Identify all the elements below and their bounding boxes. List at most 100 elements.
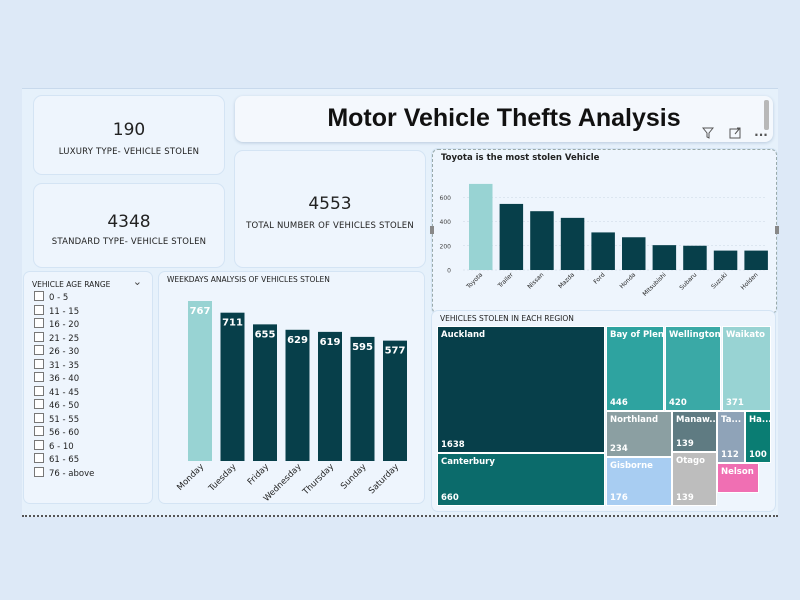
make-bar[interactable]	[683, 245, 707, 270]
slicer-option[interactable]: 46 - 50	[34, 399, 79, 411]
checkbox[interactable]	[34, 331, 44, 342]
checkbox[interactable]	[34, 453, 44, 463]
slicer-option[interactable]: 11 - 15	[34, 304, 79, 317]
treemap-tile-value: 234	[610, 444, 628, 454]
make-bar[interactable]	[560, 217, 585, 270]
slicer-option[interactable]: 61 - 65	[34, 453, 79, 465]
make-bar[interactable]	[469, 183, 493, 270]
resize-handle[interactable]	[775, 226, 779, 234]
checkbox[interactable]	[34, 426, 44, 436]
slicer-option-label: 36 - 40	[49, 374, 80, 384]
treemap-tile[interactable]: Manaw... 139	[672, 411, 717, 452]
slicer-option[interactable]: 56 - 60	[34, 426, 79, 438]
treemap-tile-value: 139	[676, 439, 694, 449]
kpi-card-luxury[interactable]: 190 LUXURY TYPE- VEHICLE STOLEN	[34, 96, 224, 174]
slicer-option[interactable]: 76 - above	[34, 466, 94, 479]
treemap-tile[interactable]: Otago 139	[672, 452, 717, 506]
treemap-tile[interactable]: Auckland 1638	[437, 326, 605, 453]
treemap-tile-name: Manaw...	[676, 415, 717, 425]
kpi-card-standard[interactable]: 4348 STANDARD TYPE- VEHICLE STOLEN	[34, 184, 224, 267]
filter-icon[interactable]	[700, 127, 716, 143]
make-bar[interactable]	[622, 237, 646, 270]
treemap-tile-name: Bay of Plen...	[610, 330, 664, 340]
slicer-option-label: 41 - 45	[49, 387, 80, 398]
treemap-tile[interactable]: Waikato 371	[722, 326, 771, 411]
title-card: Motor Vehicle Thefts Analysis	[235, 96, 773, 142]
treemap-tile-value: 446	[610, 398, 628, 408]
slicer-option[interactable]: 51 - 55	[34, 412, 79, 425]
checkbox[interactable]	[34, 412, 44, 423]
slicer-option[interactable]: 36 - 40	[34, 372, 79, 384]
slicer-option[interactable]: 21 - 25	[34, 331, 80, 344]
slicer-option[interactable]: 26 - 30	[34, 345, 79, 357]
scrollbar-thumb[interactable]	[764, 100, 769, 130]
checkbox[interactable]	[34, 399, 44, 409]
checkbox[interactable]	[34, 304, 44, 315]
weekday-bar[interactable]	[220, 312, 245, 461]
weekday-bar[interactable]	[383, 340, 407, 461]
treemap-tile-name: Ta...	[721, 415, 742, 425]
make-bar-chart: 0 200 400 600 Toyota Trailer Nissan Mazda Ford Ho…	[440, 183, 768, 298]
weekday-bar[interactable]	[253, 324, 277, 461]
checkbox[interactable]	[34, 291, 44, 301]
treemap-tile[interactable]: Bay of Plen... 446	[606, 326, 664, 411]
treemap-tile[interactable]: Canterbury 660	[437, 453, 605, 506]
make-chart-panel[interactable]: Toyota is the most stolen Vehicle 0 200 40…	[430, 149, 779, 314]
checkbox[interactable]	[34, 466, 44, 477]
resize-handle[interactable]	[430, 226, 434, 234]
treemap-tile[interactable]: Nelson	[717, 463, 759, 493]
treemap-tile-value: 112	[721, 450, 739, 460]
make-bar[interactable]	[744, 250, 768, 270]
checkbox[interactable]	[34, 318, 44, 328]
y-tick-label: 0	[447, 268, 451, 275]
slicer-option-label: 26 - 30	[49, 347, 80, 357]
make-bar[interactable]	[713, 250, 738, 270]
weekday-data-label: 767	[190, 306, 211, 317]
visual-header-toolbar: ···	[697, 127, 777, 143]
weekday-bar[interactable]	[350, 336, 375, 461]
kpi-value: 4553	[308, 194, 352, 214]
weekday-bar[interactable]	[318, 331, 342, 461]
weekday-bar[interactable]	[188, 301, 212, 461]
weekday-category-label: Sunday	[339, 462, 369, 492]
chevron-down-icon[interactable]: ⌄	[132, 275, 142, 288]
treemap-tile[interactable]: Northland 234	[606, 411, 672, 457]
slicer-option[interactable]: 16 - 20	[34, 318, 79, 330]
make-category-label: Mitsubishi	[641, 271, 668, 298]
checkbox[interactable]	[34, 345, 44, 355]
make-bar[interactable]	[591, 232, 615, 270]
make-category-label: Suzuki	[710, 271, 729, 290]
weekday-data-label: 619	[320, 337, 341, 348]
slicer-option[interactable]: 0 - 5	[34, 291, 68, 303]
slicer-option[interactable]: 6 - 10	[34, 439, 74, 452]
make-bar[interactable]	[499, 203, 524, 270]
checkbox[interactable]	[34, 358, 44, 369]
treemap-tile[interactable]: Ha... 100	[745, 411, 771, 463]
treemap-tile-value: 139	[676, 493, 694, 503]
more-options-icon[interactable]: ···	[754, 128, 768, 142]
treemap-tile[interactable]: Wellington 420	[665, 326, 721, 411]
weekday-data-label: 655	[255, 329, 276, 340]
slicer-option[interactable]: 41 - 45	[34, 385, 80, 398]
kpi-label: LUXURY TYPE- VEHICLE STOLEN	[58, 147, 200, 157]
make-category-label: Honda	[618, 271, 637, 290]
kpi-card-total[interactable]: 4553 TOTAL NUMBER OF VEHICLES STOLEN	[235, 151, 425, 267]
make-bar[interactable]	[652, 245, 677, 270]
make-bar[interactable]	[530, 211, 554, 270]
checkbox[interactable]	[34, 439, 44, 450]
treemap-tile[interactable]: Ta... 112	[717, 411, 745, 463]
treemap-tile-name: Ha...	[749, 415, 771, 425]
focus-mode-icon[interactable]	[727, 127, 743, 143]
page-title: Motor Vehicle Thefts Analysis	[327, 104, 681, 132]
make-chart-title: Toyota is the most stolen Vehicle	[441, 153, 600, 163]
weekday-bar[interactable]	[285, 329, 310, 461]
slicer-option-label: 21 - 25	[49, 333, 80, 344]
checkbox[interactable]	[34, 385, 44, 396]
slicer-option[interactable]: 31 - 35	[34, 358, 79, 371]
kpi-value: 4348	[107, 212, 151, 232]
checkbox[interactable]	[34, 372, 44, 382]
treemap-tile-value: 176	[610, 493, 628, 503]
treemap-tile-value: 1638	[441, 440, 465, 450]
treemap-tile[interactable]: Gisborne 176	[606, 457, 672, 506]
y-tick-label: 200	[440, 243, 452, 250]
